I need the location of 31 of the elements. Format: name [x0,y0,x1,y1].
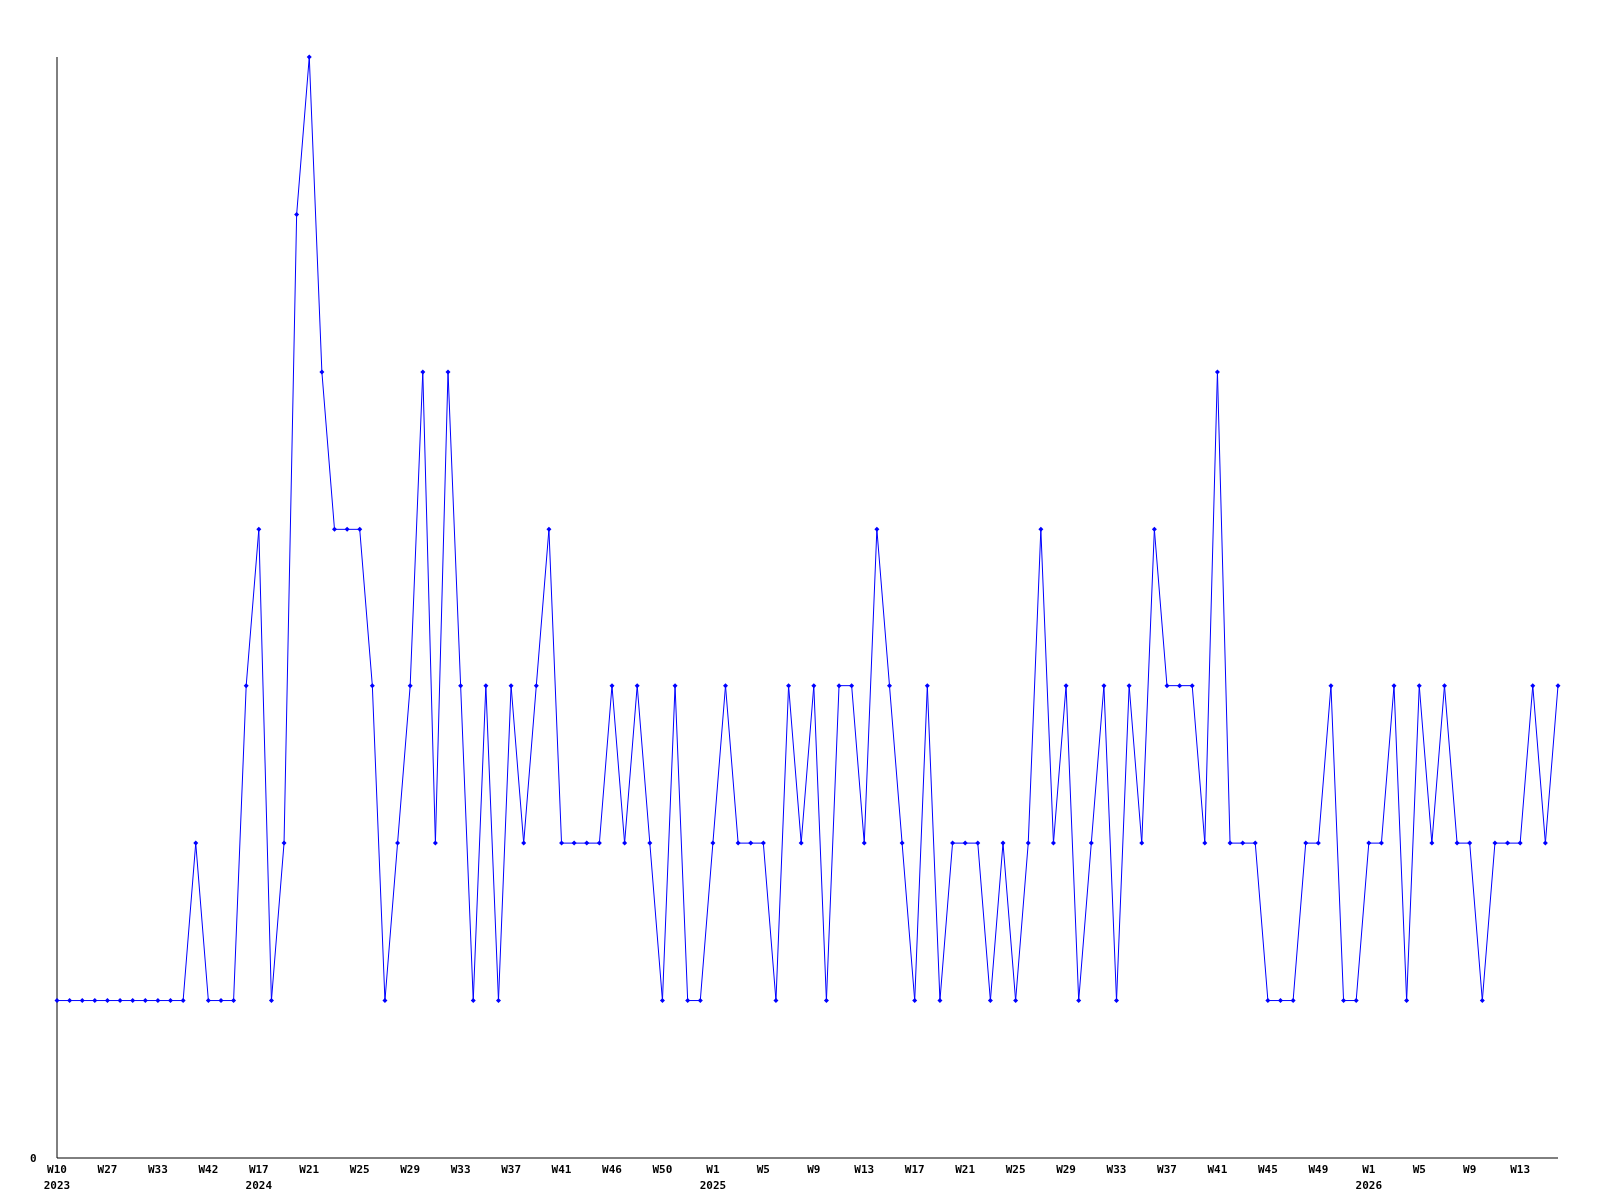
x-tick-label: W46 [602,1163,623,1176]
x-tick-label: W33 [147,1163,168,1176]
x-tick-label: W25 [349,1163,370,1176]
x-tick-label: W33 [1106,1163,1127,1176]
x-tick-label: W45 [1257,1163,1278,1176]
x-tick-label: W21 [955,1163,976,1176]
x-tick-label: W9 [807,1163,821,1176]
x-tick-label: W29 [400,1163,421,1176]
text: 0 [30,1152,37,1165]
x-tick-label: W21 [299,1163,320,1176]
x-tick-label: W5 [1412,1163,1426,1176]
x-tick-label: W49 [1308,1163,1329,1176]
x-tick-label: W17 [904,1163,925,1176]
x-tick-label: W50 [652,1163,673,1176]
x-tick-label: W41 [551,1163,572,1176]
x-tick-label: W17 2024 [245,1163,273,1192]
x-tick-label: W27 [97,1163,118,1176]
x-tick-label: W10 2023 [43,1163,71,1192]
x-tick-label: W33 [450,1163,471,1176]
x-tick-label: W13 [854,1163,875,1176]
x-tick-label: W13 [1510,1163,1531,1176]
x-tick-label: W42 [198,1163,219,1176]
x-tick-label: W37 [1157,1163,1177,1176]
x-tick-label: W1 2025 [699,1163,727,1192]
x-tick-label: W5 [756,1163,770,1176]
x-tick-label: W9 [1463,1163,1477,1176]
x-tick-label: W29 [1056,1163,1077,1176]
x-tick-label: W37 [501,1163,522,1176]
x-tick-label: W41 [1207,1163,1228,1176]
x-tick-label: W1 2026 [1355,1163,1383,1192]
x-tick-label: W25 [1005,1163,1026,1176]
